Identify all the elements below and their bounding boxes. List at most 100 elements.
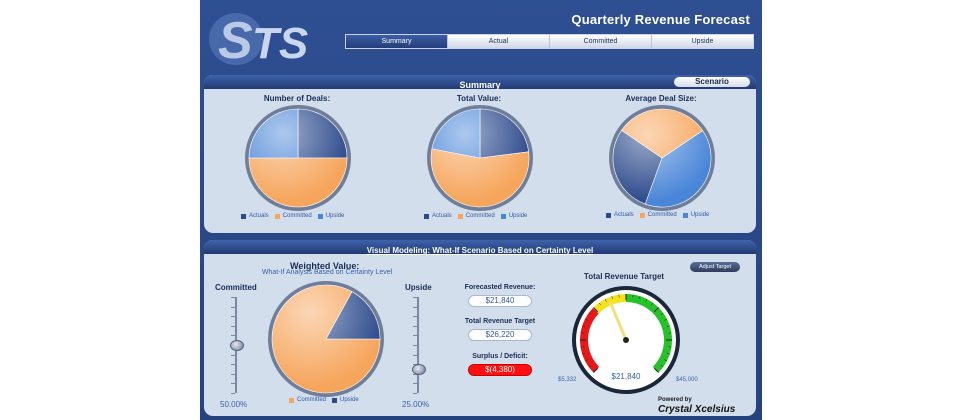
surplus-value: $(4,380): [468, 364, 532, 376]
slider-tick: [413, 383, 417, 385]
committed-percent: 50.00%: [220, 400, 248, 409]
value-legend: Actuals Committed Upside: [424, 213, 527, 219]
gauge-tick: [604, 298, 607, 302]
avg-pie-chart: [609, 105, 715, 211]
gauge-tick: [582, 325, 586, 327]
slider-tick: [413, 335, 417, 337]
legend-actuals: Actuals: [432, 213, 452, 219]
slider-tick: [413, 297, 417, 298]
brand-logo: Crystal Xcelsius: [658, 404, 736, 415]
legend-upside: Upside: [508, 213, 528, 219]
gauge-tick: [598, 302, 601, 306]
slider-tick: [231, 393, 235, 394]
tab-upside[interactable]: Upside: [652, 35, 753, 48]
summary-panel: Summary Scenario Number of Deals: Total …: [204, 75, 756, 233]
gauge-tick: [611, 296, 613, 300]
legend-swatch-committed: [274, 213, 280, 219]
legend-actuals: Actuals: [614, 212, 634, 218]
gauge-tick: [584, 359, 588, 362]
pie-highlight: [272, 285, 380, 393]
deals-legend: Actuals Committed Upside: [241, 213, 344, 219]
deals-chart-title: Number of Deals:: [263, 94, 331, 103]
slider-tick: [231, 373, 235, 375]
upside-slider-track: [417, 297, 419, 393]
slider-tick: [413, 316, 417, 318]
gauge-tick: [660, 312, 664, 315]
committed-slider-knob[interactable]: [230, 340, 244, 351]
tab-bar: Summary Actual Committed Upside: [345, 34, 754, 49]
weighted-subtitle: What-If Analysis Based on Certainty Leve…: [261, 269, 393, 276]
slider-tick: [231, 335, 235, 337]
forecast-label: Forecasted Revenue:: [464, 284, 536, 291]
slider-tick: [231, 325, 235, 327]
gauge-hub: [623, 337, 629, 343]
legend-upside: Upside: [325, 213, 345, 219]
slider-tick: [413, 393, 417, 394]
tab-committed[interactable]: Committed: [550, 35, 652, 48]
gauge-tick: [651, 302, 654, 306]
legend-upside: Upside: [340, 397, 359, 403]
pie-highlight: [431, 109, 529, 207]
slider-tick: [413, 354, 417, 356]
slider-tick: [413, 345, 417, 346]
gauge-max: $45,000: [676, 377, 698, 383]
avg-legend: Actuals Committed Upside: [606, 212, 709, 218]
avg-chart-title: Average Deal Size:: [625, 94, 697, 103]
tab-summary[interactable]: Summary: [346, 35, 448, 48]
value-pie-chart: [427, 105, 533, 211]
scenario-button[interactable]: Scenario: [674, 77, 750, 87]
gauge-tick: [593, 307, 599, 313]
slider-tick: [231, 354, 235, 356]
forecast-value: $21,840: [468, 295, 532, 307]
target-label: Total Revenue Target: [464, 318, 536, 325]
legend-committed: Committed: [465, 213, 495, 219]
legend-swatch-committed: [289, 397, 294, 403]
gauge-title: Total Revenue Target: [583, 272, 665, 281]
upside-slider-knob[interactable]: [412, 364, 426, 375]
slider-tick: [413, 325, 417, 327]
page-title: Quarterly Revenue Forecast: [571, 12, 750, 27]
gauge-tick: [584, 318, 588, 321]
weighted-title: Weighted Value:: [290, 261, 360, 271]
legend-swatch-actuals: [606, 212, 611, 218]
summary-title: Summary: [459, 80, 501, 90]
gauge-band-red: [580, 307, 600, 373]
value-chart-title: Total Value:: [456, 94, 502, 103]
deals-pie-chart: [245, 105, 351, 211]
pie-highlight: [249, 109, 347, 207]
slider-tick: [231, 306, 235, 308]
gauge-tick: [588, 365, 592, 368]
committed-slider-label: Committed: [215, 283, 257, 292]
legend-swatch-upside: [682, 212, 688, 218]
legend-committed: Committed: [297, 397, 327, 403]
tab-actual[interactable]: Actual: [448, 35, 550, 48]
powered-by: Powered by: [658, 397, 692, 403]
revenue-gauge: [572, 286, 680, 394]
weighted-legend: Committed Upside: [289, 397, 359, 403]
sts-logo: S TS: [209, 12, 308, 68]
gauge-band-green: [626, 294, 672, 373]
svg-text:S: S: [218, 12, 253, 68]
upside-slider-label: Upside: [405, 283, 432, 292]
slider-tick: [231, 316, 235, 318]
summary-header: Summary Scenario: [204, 75, 756, 90]
target-value: $26,220: [468, 329, 532, 341]
adjust-target-button[interactable]: Adjust Target: [689, 261, 741, 273]
gauge-needle: [609, 301, 628, 342]
modeling-panel: Visual Modeling: What-If Scenario Based …: [204, 240, 756, 416]
gauge-tick: [664, 359, 668, 362]
committed-slider[interactable]: [230, 297, 244, 394]
gauge-tick: [664, 318, 668, 321]
legend-swatch-committed: [457, 213, 463, 219]
gauge-tick: [653, 367, 659, 373]
legend-committed: Committed: [647, 212, 677, 218]
slider-tick: [231, 297, 235, 298]
gauge-tick: [660, 365, 664, 368]
gauge-tick: [588, 312, 592, 315]
gauge-tick: [653, 307, 659, 313]
gauge-tick: [582, 353, 586, 355]
gauge-tick: [666, 353, 670, 355]
pie-highlight: [613, 109, 711, 207]
upside-slider[interactable]: [412, 297, 426, 394]
gauge-min: $5,332: [558, 377, 577, 383]
